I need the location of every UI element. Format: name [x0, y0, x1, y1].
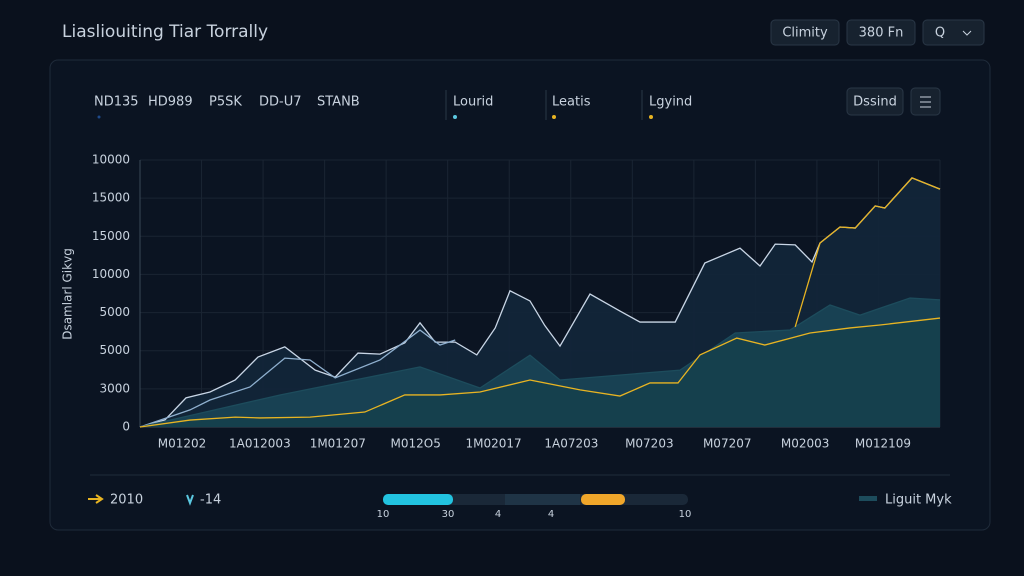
line — [139, 329, 456, 428]
legend-label: Lourid — [453, 95, 493, 110]
x-tick-label: 1M01207 — [310, 437, 366, 451]
legend-marker — [453, 115, 457, 119]
slider-label: 10 — [679, 509, 692, 520]
tab[interactable]: P5SK — [209, 95, 242, 110]
y-tick-label: 5000 — [99, 305, 130, 319]
y-tick-label: 15000 — [92, 229, 130, 243]
legend-marker — [649, 115, 653, 119]
page-title: Liasliouiting Tiar Torrally — [62, 22, 268, 42]
x-tick-label: 1M02017 — [465, 437, 521, 451]
x-tick-label: 1A012003 — [229, 437, 291, 451]
x-tick-label: M07207 — [703, 437, 752, 451]
y-axis-title: Dsamlarl Gikvg — [61, 248, 75, 340]
line — [139, 297, 941, 428]
button-label[interactable]: Climity — [782, 26, 828, 41]
slider-label: 10 — [377, 509, 390, 520]
line — [794, 177, 941, 328]
x-tick-label: M012O5 — [390, 437, 440, 451]
legend-icon — [186, 494, 194, 506]
y-tick-label: 10000 — [92, 153, 130, 167]
chevron — [962, 30, 972, 36]
tab[interactable]: STANB — [317, 95, 360, 110]
area — [140, 318, 940, 427]
x-tick-label: M01202 — [158, 437, 207, 451]
search-button[interactable] — [922, 19, 985, 46]
footer-label: -14 — [200, 493, 221, 508]
button[interactable] — [770, 19, 840, 46]
x-tick-label: M02003 — [781, 437, 830, 451]
y-tick-label: 3000 — [99, 381, 130, 395]
x-tick-label: 1A07203 — [544, 437, 598, 451]
line — [139, 317, 941, 428]
slider-label: 4 — [548, 509, 554, 520]
tab[interactable]: DD-U7 — [259, 95, 302, 110]
tab-indicator — [97, 115, 101, 119]
tab[interactable]: HD989 — [148, 95, 193, 110]
button-label[interactable]: 380 Fn — [859, 26, 904, 41]
y-tick-label: 0 — [122, 420, 130, 434]
slider-label: 4 — [495, 509, 501, 520]
button[interactable] — [846, 19, 916, 46]
legend-marker — [552, 115, 556, 119]
x-tick-label: M012109 — [855, 437, 911, 451]
y-tick-label: 10000 — [92, 267, 130, 281]
legend-label: Liguit Myk — [885, 493, 952, 508]
legend-label: Lgyind — [649, 95, 692, 110]
slider-handle[interactable] — [383, 494, 453, 505]
y-tick-label: 5000 — [99, 343, 130, 357]
button[interactable] — [846, 87, 904, 116]
button-label[interactable]: Dssind — [853, 95, 897, 110]
slider-label: 30 — [442, 509, 455, 520]
footer-label: 2010 — [110, 493, 143, 508]
menu-icon — [920, 96, 931, 108]
button-label[interactable]: Q — [935, 26, 945, 41]
tab[interactable]: ND135 — [94, 95, 139, 110]
legend-swatch — [859, 496, 877, 501]
y-tick-label: 15000 — [92, 191, 130, 205]
slider-handle[interactable] — [581, 494, 625, 505]
x-tick-label: M07203 — [625, 437, 674, 451]
slider-segment — [505, 494, 580, 505]
legend-icon — [88, 494, 104, 504]
legend-label: Leatis — [552, 95, 591, 110]
